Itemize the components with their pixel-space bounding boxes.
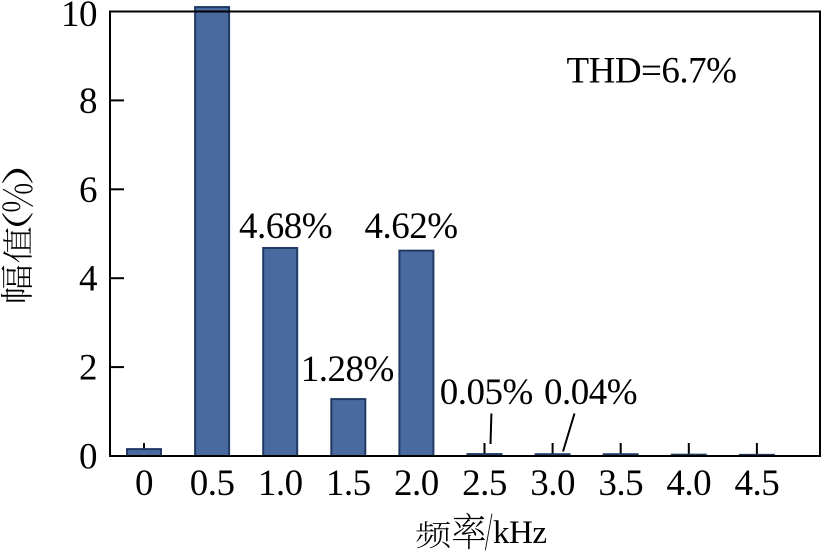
svg-text:10: 10 [61,0,97,35]
svg-text:0.05%: 0.05% [440,372,533,413]
svg-text:2.5: 2.5 [462,463,507,504]
svg-text:0: 0 [135,463,153,504]
svg-text:3.5: 3.5 [598,463,643,504]
svg-text:THD=6.7%: THD=6.7% [567,51,737,92]
svg-text:8: 8 [79,81,97,122]
svg-text:3.0: 3.0 [530,463,575,504]
svg-text:0: 0 [79,437,97,478]
svg-text:4.68%: 4.68% [239,206,332,247]
svg-text:1.28%: 1.28% [301,349,394,390]
svg-text:2: 2 [79,348,97,389]
svg-text:1.0: 1.0 [258,463,303,504]
svg-text:4.5: 4.5 [735,463,780,504]
svg-text:6: 6 [79,170,97,211]
svg-text:kHz: kHz [493,515,546,551]
svg-text:0.04%: 0.04% [544,372,637,413]
svg-text:2.0: 2.0 [394,463,439,504]
svg-text:4.62%: 4.62% [364,206,457,247]
svg-text:4: 4 [79,259,97,300]
svg-text:4.0: 4.0 [666,463,711,504]
svg-text:0.5: 0.5 [190,463,235,504]
svg-text:1.5: 1.5 [326,463,371,504]
